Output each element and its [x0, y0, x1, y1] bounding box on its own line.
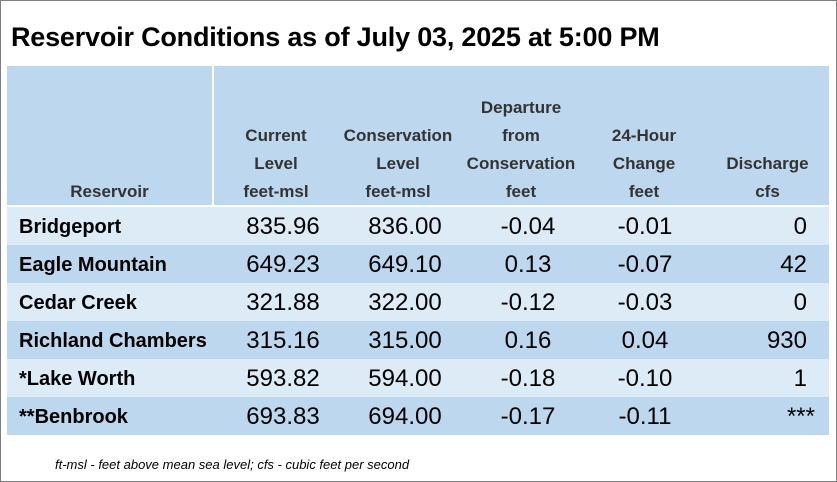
header-discharge: Discharge cfs	[710, 150, 825, 206]
change-value: -0.01	[617, 213, 673, 240]
discharge-value: 42	[780, 251, 807, 278]
reservoir-name: Richland Chambers	[19, 330, 207, 352]
header-departure-line-1: Departure	[480, 98, 562, 117]
table-row: *Lake Worth 593.82 594.00 -0.18 -0.10 1	[7, 359, 829, 397]
departure-value: -0.04	[500, 213, 556, 240]
conservation-level: 315.00	[368, 327, 442, 354]
header-departure-line-4: feet	[505, 182, 537, 201]
header-change-line-2: Change	[612, 154, 676, 173]
current-level: 649.23	[246, 251, 320, 278]
conservation-level: 322.00	[368, 289, 442, 316]
header-discharge-line-2: cfs	[755, 182, 780, 201]
change-value: -0.11	[618, 403, 672, 430]
discharge-value: 930	[766, 327, 807, 354]
conservation-level: 649.10	[368, 251, 442, 278]
page-title: Reservoir Conditions as of July 03, 2025…	[11, 22, 660, 52]
header-change-line-3: feet	[628, 182, 660, 201]
current-level: 315.16	[246, 327, 320, 354]
table-row: Cedar Creek 321.88 322.00 -0.12 -0.03 0	[7, 283, 829, 321]
header-conservation-line-1: Conservation	[343, 126, 453, 145]
conservation-level: 836.00	[368, 213, 442, 240]
reservoir-name: Cedar Creek	[19, 292, 137, 314]
header-current-line-1: Current	[245, 126, 307, 145]
change-value: 0.04	[621, 327, 669, 354]
header-conservation-level: Conservation Level feet-msl	[338, 122, 458, 206]
header-conservation-line-3: feet-msl	[365, 182, 431, 201]
departure-value: -0.17	[500, 403, 556, 430]
header-discharge-line-1: Discharge	[726, 154, 809, 173]
discharge-value: 0	[793, 213, 807, 240]
header-current-level: Current Level feet-msl	[214, 122, 338, 206]
current-level: 693.83	[246, 403, 320, 430]
change-value: -0.10	[617, 365, 673, 392]
departure-value: -0.18	[500, 365, 556, 392]
header-reservoir-line: Reservoir	[70, 182, 149, 201]
table-row: **Benbrook 693.83 694.00 -0.17 -0.11 ***	[7, 397, 829, 435]
departure-value: 0.16	[504, 327, 552, 354]
header-departure-line-3: Conservation	[466, 154, 576, 173]
header-24hour-change: 24-Hour Change feet	[584, 122, 704, 206]
current-level: 321.88	[246, 289, 320, 316]
discharge-value: ***	[786, 403, 815, 430]
reservoir-name: Bridgeport	[19, 216, 122, 238]
departure-value: -0.12	[500, 289, 556, 316]
current-level: 835.96	[246, 213, 320, 240]
footnote: ft-msl - feet above mean sea level; cfs …	[55, 457, 410, 472]
reservoir-name: *Lake Worth	[19, 368, 136, 390]
header-current-line-3: feet-msl	[243, 182, 309, 201]
change-value: -0.07	[617, 251, 673, 278]
table-header	[7, 66, 829, 205]
table-row: Richland Chambers 315.16 315.00 0.16 0.0…	[7, 321, 829, 359]
header-conservation-line-2: Level	[376, 154, 420, 173]
conservation-level: 594.00	[368, 365, 442, 392]
header-divider	[212, 66, 214, 205]
change-value: -0.03	[617, 289, 673, 316]
header-departure: Departure from Conservation feet	[458, 94, 584, 206]
header-change-line-1: 24-Hour	[611, 126, 677, 145]
discharge-value: 0	[793, 289, 807, 316]
conservation-level: 694.00	[368, 403, 442, 430]
table-row: Eagle Mountain 649.23 649.10 0.13 -0.07 …	[7, 245, 829, 283]
header-departure-line-2: from	[502, 126, 540, 145]
header-current-line-2: Level	[254, 154, 298, 173]
departure-value: 0.13	[504, 251, 552, 278]
reservoir-name: Eagle Mountain	[19, 254, 167, 276]
current-level: 593.82	[246, 365, 320, 392]
header-reservoir: Reservoir	[7, 178, 212, 206]
reservoir-name: **Benbrook	[19, 406, 128, 428]
discharge-value: 1	[793, 365, 807, 392]
table-row: Bridgeport 835.96 836.00 -0.04 -0.01 0	[7, 207, 829, 245]
